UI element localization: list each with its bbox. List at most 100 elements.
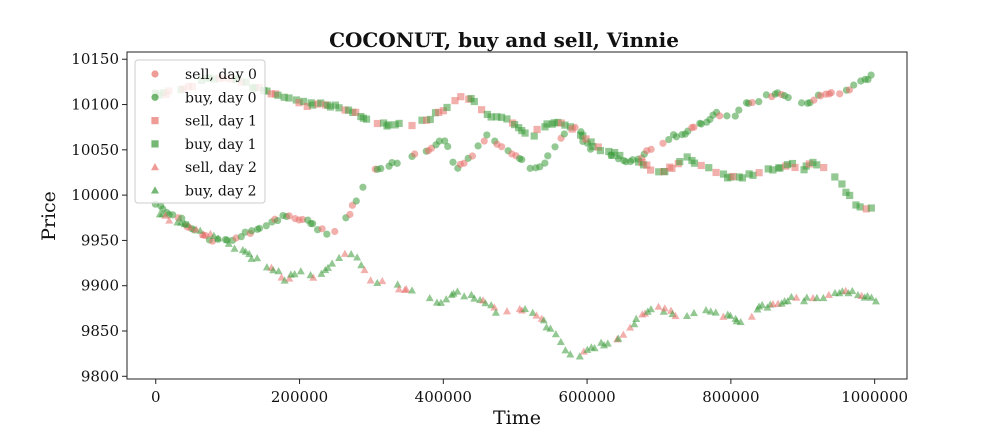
x-axis: 0 200000 400000 600000 800000 1000000 [151,379,908,406]
buy-day0-point [169,211,177,219]
buy-day1-point [809,158,817,167]
buy-day0-point [665,135,673,144]
sell-day2-point [719,312,728,320]
buy-day0-point [359,183,367,191]
legend-marker-square [151,117,159,125]
buy-day2-point [328,259,337,267]
buy-day0-point [393,159,401,167]
sell-day1-point [422,116,431,124]
sell-day2-point [360,265,369,274]
buy-day2-point [647,305,656,313]
buy-day0-point [798,99,806,107]
buy-day1-point [788,159,797,168]
legend-label: sell, day 2 [185,160,257,176]
x-tick-label: 0 [151,388,161,406]
sell-day0-point [748,98,756,107]
buy-day0-point [551,143,559,151]
sell-day0-point [716,112,724,120]
buy-day2-point [436,298,445,306]
sell-day0-point [845,86,854,94]
buy-day2-point [867,293,876,301]
sell-day2-point [161,211,170,219]
buy-day0-point [309,220,317,228]
buy-day2-point [209,231,218,239]
sell-day1-point [582,135,590,143]
buy-day1-point [587,138,595,146]
buy-day2-point [583,345,592,353]
buy-day2-point [787,292,796,301]
buy-day1-point [838,180,846,188]
buy-day0-point [541,159,549,167]
buy-day1-point [846,191,854,200]
legend-marker-circle [151,70,159,78]
x-axis-label: Time [493,407,541,429]
buy-day1-point [800,166,808,174]
buy-day2-point [373,278,382,287]
sell-day0-point [318,225,326,233]
sell-day0-point [498,143,506,151]
sell-day2-point [654,302,663,310]
y-axis: 9800 9850 9900 9950 10000 10050 10100 10150 [71,50,127,385]
buy-day1-point [299,97,308,106]
buy-day1-point [842,188,850,196]
buy-day0-point [449,158,457,166]
buy-day2-point [335,253,344,262]
buy-day1-point [493,113,501,121]
buy-day0-point [435,137,443,145]
legend-label: buy, day 2 [185,184,257,200]
y-tick-label: 9850 [81,322,119,340]
buy-day2-point [481,299,490,307]
buy-day1-point [285,94,293,102]
legend-label: sell, day 1 [185,114,257,130]
buy-day2-point [632,314,641,322]
sell-day1-point [373,119,382,128]
sell-day1-point [643,161,651,169]
buy-day2-point [848,286,857,295]
buy-day2-point [224,239,233,247]
sell-day2-point [490,303,499,311]
buy-day1-point [344,106,353,114]
buy-day0-point [441,137,449,145]
y-tick-label: 10000 [71,186,119,204]
buy-day0-point [323,230,331,238]
sell-day2-point [402,285,411,293]
sell-day1-point [594,143,602,151]
buy-day2-point [196,226,205,234]
sell-day2-point [671,311,680,320]
y-tick-label: 9900 [81,277,119,295]
sell-day0-point [468,152,477,160]
sell-day2-point [619,330,628,338]
buy-day2-point [835,289,844,297]
buy-day2-point [844,289,853,297]
x-tick-label: 400000 [415,388,472,406]
y-axis-label: Price [38,191,60,241]
sell-day2-point [626,323,635,331]
buy-day2-point [296,267,305,275]
sell-day0-point [346,210,354,219]
legend-box [134,59,266,204]
sell-day0-point [827,89,835,97]
buy-day2-point [812,293,821,302]
buy-day1-point [676,158,684,166]
sell-day1-point [439,107,447,115]
buy-day1-point [543,120,551,128]
buy-day2-point [449,289,458,297]
buy-day2-point [802,293,811,301]
buy-day1-point [690,159,699,167]
sell-day2-point [792,293,801,301]
buy-day2-point [393,280,402,288]
buy-day2-point [425,293,434,302]
buy-day0-point [672,133,680,141]
buy-day2-point [442,295,451,303]
buy-day1-point [616,151,624,160]
sell-day1-point [267,90,275,98]
buy-day2-point [575,352,584,360]
sell-day0-point [480,137,488,145]
buy-day0-point [274,216,282,225]
sell-day1-point [862,205,870,213]
buy-day1-point [521,129,529,137]
buy-day0-point [248,227,256,235]
sell-day0-point [690,123,698,131]
legend-label: sell, day 0 [185,67,257,83]
sell-day2-point [378,276,387,285]
